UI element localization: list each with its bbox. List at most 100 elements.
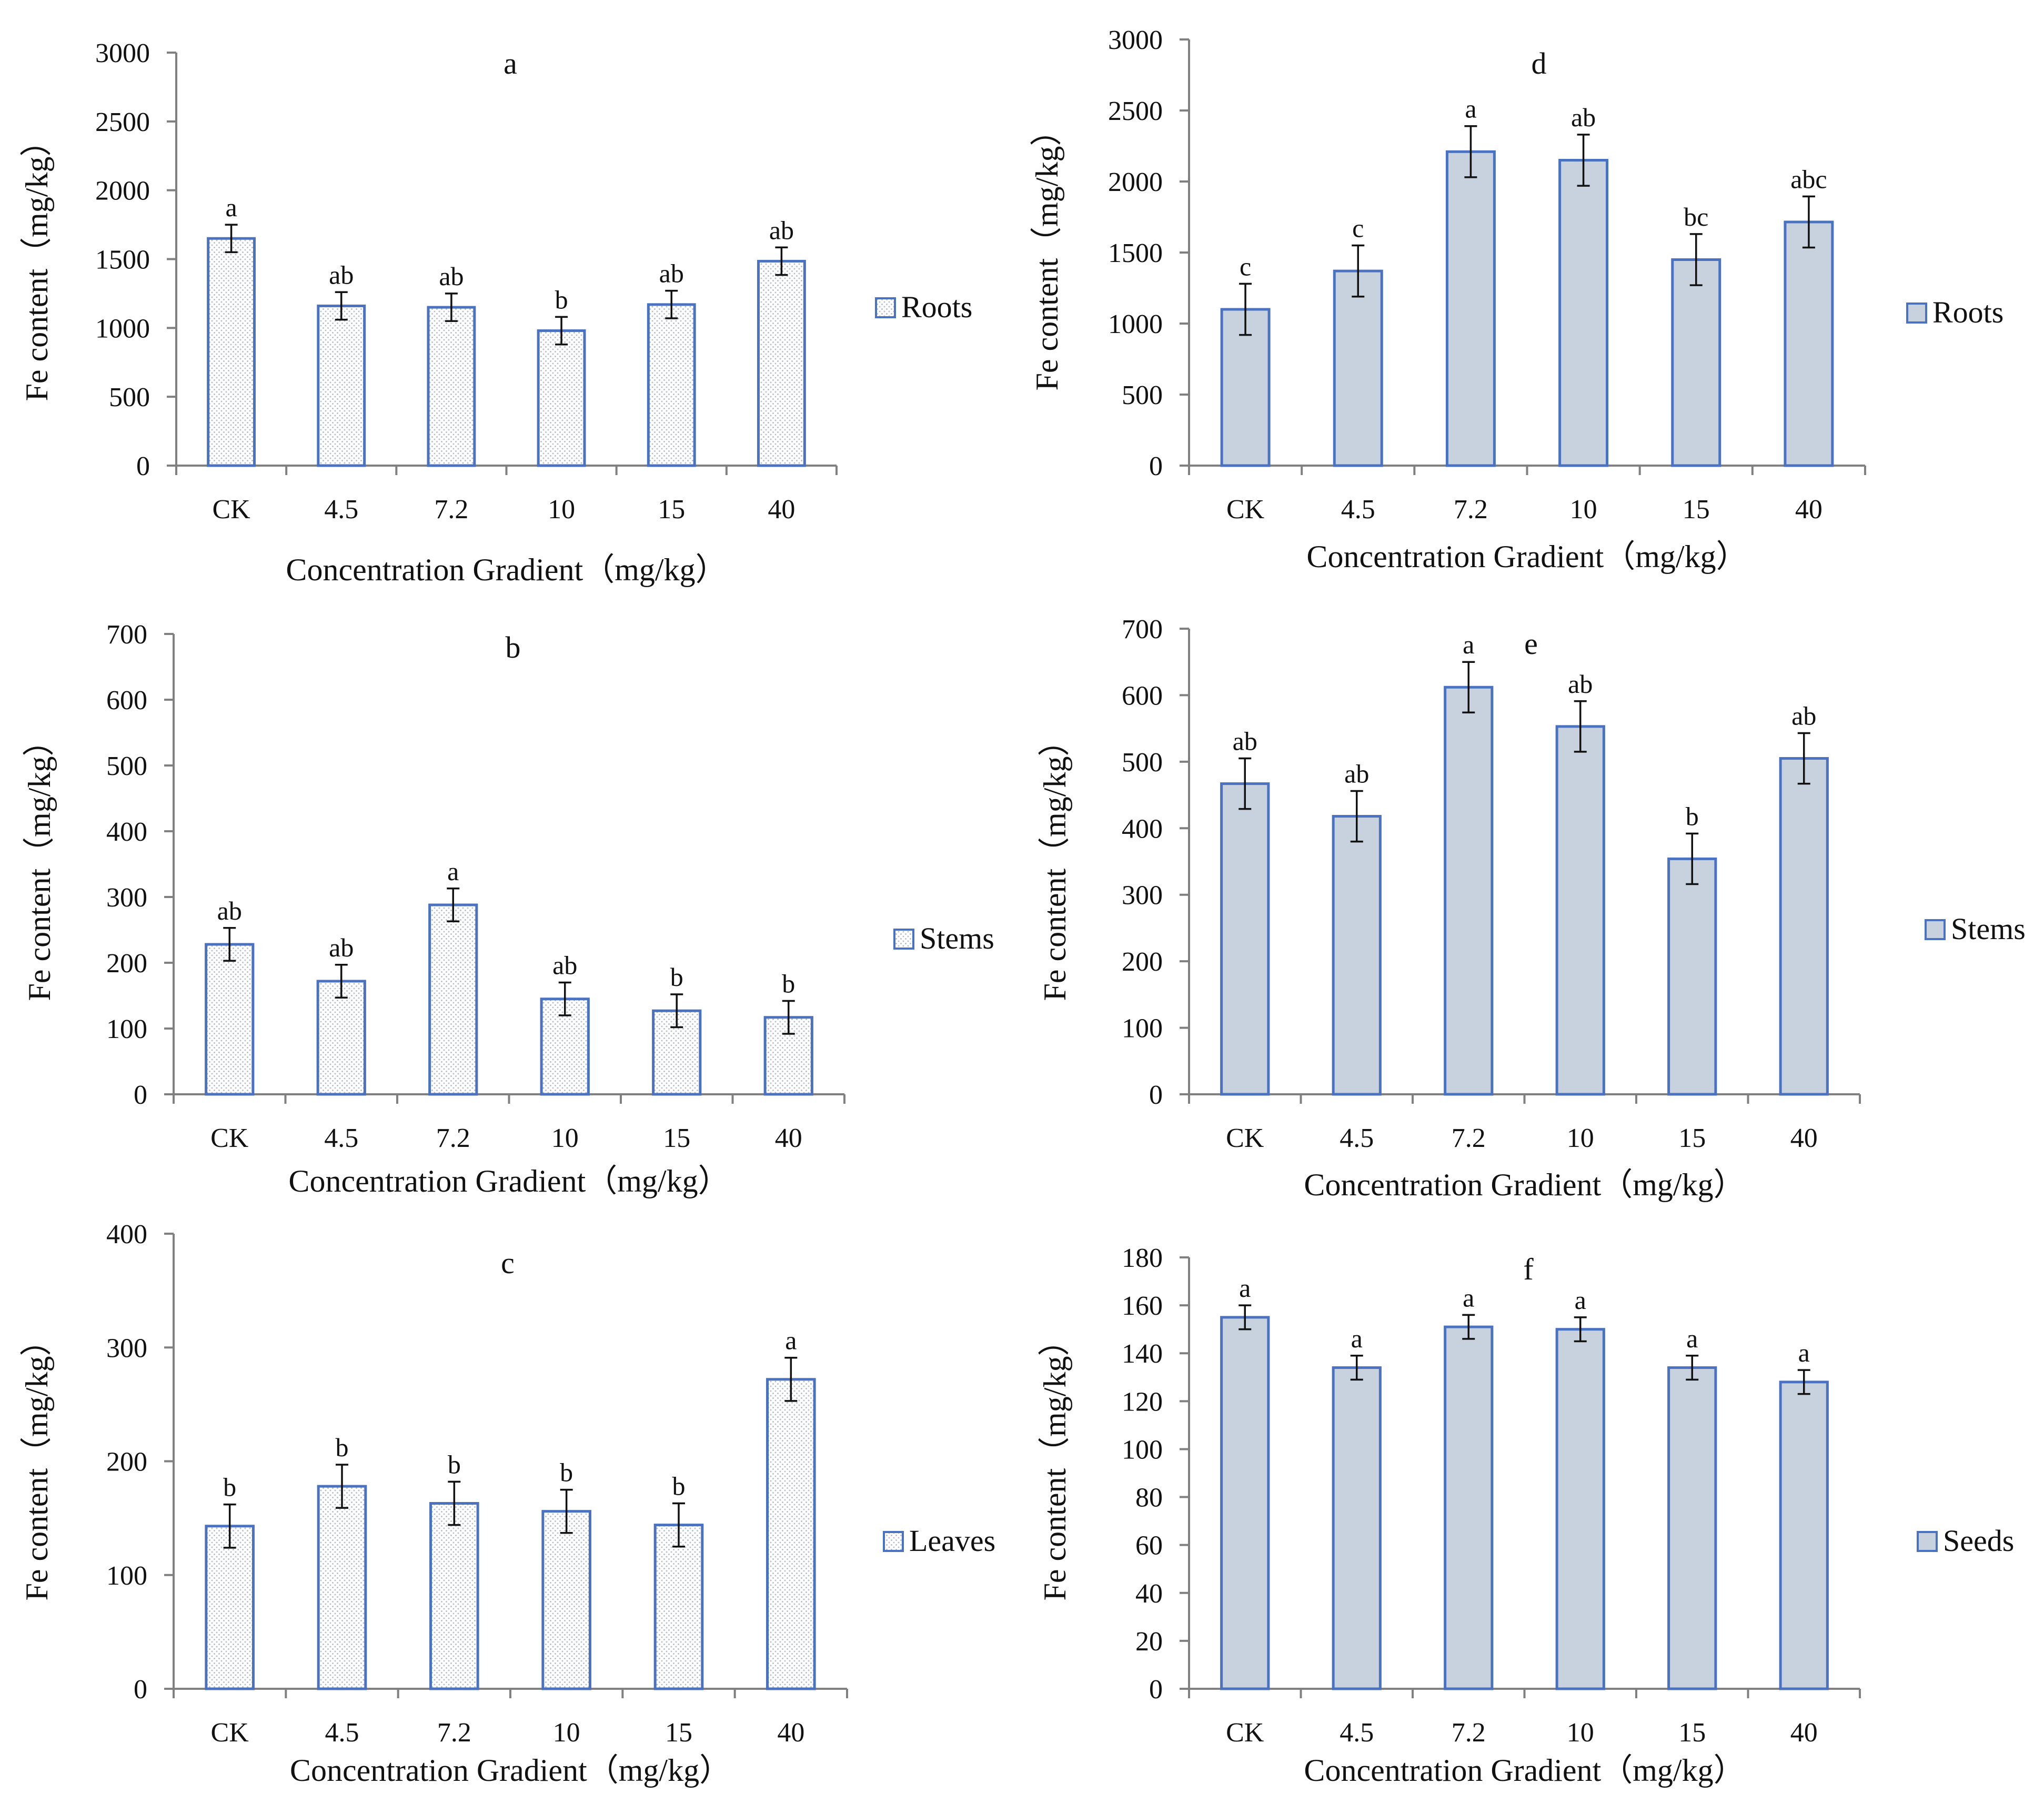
y-tick-label: 40 xyxy=(1135,1579,1163,1609)
x-tick-label: 40 xyxy=(1790,1123,1818,1153)
significance-label: c xyxy=(1240,251,1251,281)
x-tick-label: 15 xyxy=(1678,1123,1706,1153)
bar xyxy=(1444,686,1494,1096)
bar xyxy=(1784,220,1834,467)
y-tick-label: 2500 xyxy=(95,107,150,137)
x-tick-label: 4.5 xyxy=(324,1123,358,1153)
bar xyxy=(428,903,478,1096)
x-tick-label: 40 xyxy=(1790,1718,1818,1748)
significance-label: ab xyxy=(329,260,354,289)
significance-label: a xyxy=(1463,1283,1474,1312)
panel-title: d xyxy=(1532,46,1547,80)
x-tick-label: 15 xyxy=(658,495,685,525)
legend-swatch xyxy=(1906,303,1927,324)
significance-label: ab xyxy=(1568,669,1593,699)
legend-label: Seeds xyxy=(1943,1524,2014,1558)
error-bar xyxy=(1350,790,1363,843)
x-tick-label: 15 xyxy=(1678,1718,1706,1748)
x-axis-title: Concentration Gradient（mg/kg） xyxy=(1304,1167,1745,1202)
significance-label: b xyxy=(555,285,568,314)
y-axis-title: Fe content（mg/kg） xyxy=(1038,725,1072,1001)
significance-label: a xyxy=(1239,1273,1251,1303)
bar xyxy=(1555,1328,1605,1690)
x-axis-title: Concentration Gradient（mg/kg） xyxy=(286,552,727,587)
legend-swatch xyxy=(875,297,896,318)
y-tick-label: 200 xyxy=(1122,947,1163,977)
error-bar xyxy=(336,1464,348,1509)
legend-swatch xyxy=(1917,1531,1938,1552)
significance-label: ab xyxy=(1791,701,1816,730)
error-bar xyxy=(1686,1355,1699,1381)
error-bar xyxy=(1464,125,1477,178)
y-tick-label: 80 xyxy=(1135,1483,1163,1513)
error-bar xyxy=(1574,700,1587,753)
significance-label: a xyxy=(1463,630,1474,659)
error-bar xyxy=(775,246,788,276)
bar xyxy=(1558,159,1609,467)
bar xyxy=(1445,150,1496,467)
bar xyxy=(317,304,366,467)
x-tick-label: 7.2 xyxy=(434,495,468,525)
y-tick-label: 0 xyxy=(134,1080,147,1110)
bar xyxy=(653,1524,704,1690)
y-axis-title: Fe content（mg/kg） xyxy=(1030,115,1064,391)
error-bar xyxy=(1686,832,1699,885)
legend: Roots xyxy=(1906,295,2003,329)
panel-title: a xyxy=(504,46,517,80)
legend-swatch xyxy=(883,1531,904,1552)
legend: Roots xyxy=(875,290,972,324)
error-bar xyxy=(448,1480,461,1526)
error-bar xyxy=(1462,1314,1475,1340)
y-tick-label: 0 xyxy=(136,451,150,481)
x-tick-label: CK xyxy=(210,1123,249,1153)
bar xyxy=(205,943,255,1096)
error-bar xyxy=(555,316,568,346)
y-tick-label: 160 xyxy=(1122,1291,1163,1321)
error-bar xyxy=(1352,244,1365,298)
panel-title: e xyxy=(1524,627,1538,661)
bar xyxy=(1779,757,1829,1096)
significance-label: b xyxy=(336,1433,349,1462)
y-tick-label: 3000 xyxy=(95,38,150,68)
error-bar xyxy=(223,927,236,962)
x-tick-label: 10 xyxy=(553,1718,580,1748)
bar xyxy=(541,1510,591,1690)
bar xyxy=(207,237,256,467)
legend: Stems xyxy=(1925,912,2026,946)
error-bar xyxy=(665,289,678,319)
y-tick-label: 500 xyxy=(1122,748,1163,778)
bar xyxy=(763,1016,813,1096)
bar xyxy=(757,259,806,467)
x-tick-label: 4.5 xyxy=(1341,495,1375,525)
significance-label: a xyxy=(447,856,459,886)
bar xyxy=(1220,782,1270,1096)
y-axis-title: Fe content（mg/kg） xyxy=(19,1325,54,1601)
bar xyxy=(1671,258,1721,467)
x-axis-title: Concentration Gradient（mg/kg） xyxy=(288,1164,729,1198)
bar xyxy=(1667,1366,1717,1690)
error-bar xyxy=(1350,1355,1363,1381)
y-tick-label: 400 xyxy=(106,1220,147,1249)
significance-label: c xyxy=(1352,214,1364,243)
y-tick-label: 300 xyxy=(106,883,147,913)
y-tick-label: 0 xyxy=(1149,451,1163,481)
x-tick-label: 7.2 xyxy=(1452,1123,1486,1153)
x-tick-label: CK xyxy=(1226,495,1265,525)
bar xyxy=(1332,1366,1382,1690)
significance-label: a xyxy=(1351,1324,1363,1353)
x-tick-label: CK xyxy=(211,1718,249,1748)
error-bar xyxy=(1239,757,1252,810)
bar xyxy=(766,1378,816,1690)
x-tick-label: 10 xyxy=(1567,1718,1594,1748)
error-bar xyxy=(1239,1304,1252,1331)
x-tick-label: 15 xyxy=(665,1718,692,1748)
bar xyxy=(1332,815,1382,1096)
error-bar xyxy=(1574,1316,1587,1343)
significance-label: a xyxy=(1798,1338,1810,1367)
significance-label: b xyxy=(223,1473,236,1502)
x-tick-label: CK xyxy=(212,495,250,525)
x-tick-label: CK xyxy=(1226,1123,1264,1153)
y-tick-label: 60 xyxy=(1135,1531,1163,1561)
y-tick-label: 500 xyxy=(1122,380,1163,410)
